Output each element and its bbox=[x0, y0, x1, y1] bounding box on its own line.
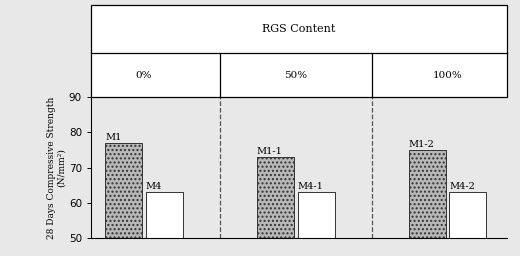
Text: M1-2: M1-2 bbox=[409, 140, 435, 149]
Bar bbox=[146, 192, 183, 238]
Text: M4: M4 bbox=[146, 182, 162, 191]
Text: 100%: 100% bbox=[433, 71, 462, 80]
Y-axis label: 28 Days Compressive Strength
(N/mm²): 28 Days Compressive Strength (N/mm²) bbox=[47, 97, 66, 239]
Text: M4-2: M4-2 bbox=[449, 182, 475, 191]
Text: 0%: 0% bbox=[136, 71, 152, 80]
Bar bbox=[449, 192, 486, 238]
Text: M4-1: M4-1 bbox=[297, 182, 323, 191]
Text: M1: M1 bbox=[105, 133, 121, 142]
Bar bbox=[297, 192, 334, 238]
Text: RGS Content: RGS Content bbox=[262, 24, 336, 34]
Text: 50%: 50% bbox=[284, 71, 307, 80]
Bar bbox=[409, 150, 446, 238]
Bar bbox=[105, 143, 142, 238]
Text: M1-1: M1-1 bbox=[257, 147, 283, 156]
Bar bbox=[257, 157, 294, 238]
